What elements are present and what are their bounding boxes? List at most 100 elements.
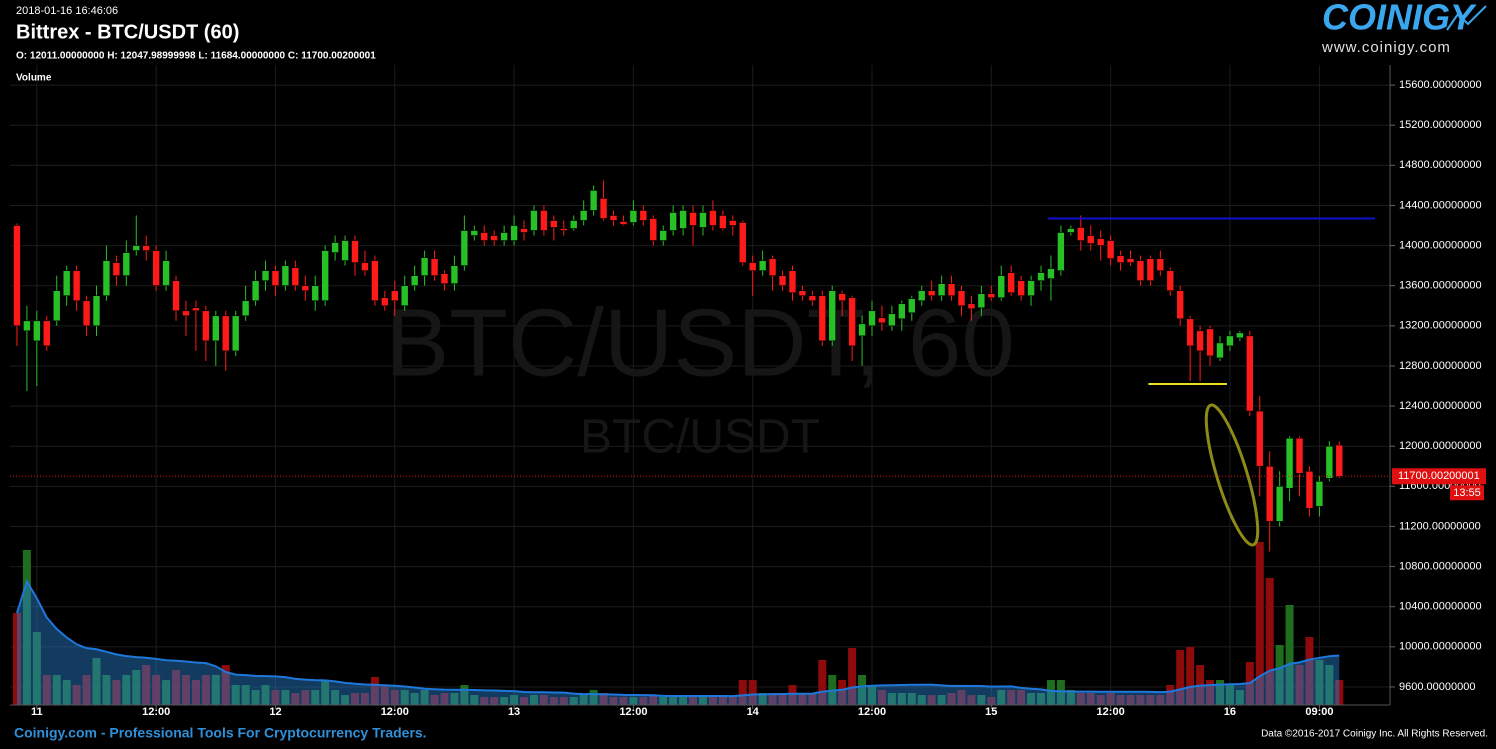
- candle-body: [1057, 232, 1065, 271]
- candle-body: [689, 212, 697, 226]
- candle-body: [1166, 270, 1175, 292]
- footer[interactable]: Coinigy.com - Professional Tools For Cry…: [14, 725, 427, 741]
- candle-body: [13, 225, 21, 327]
- countdown: 13:55: [1453, 487, 1481, 499]
- candle-body: [609, 215, 618, 221]
- x-tick-label: 12:00: [858, 706, 886, 718]
- candle-body: [1226, 335, 1234, 347]
- candle-body: [291, 267, 300, 286]
- candle-body: [1186, 318, 1194, 347]
- volume-bar: [1136, 695, 1145, 705]
- volume-bar: [351, 693, 359, 705]
- last-price-label: 11700.00200001: [1398, 470, 1480, 482]
- logo-url: www.coinigy.com: [1321, 39, 1451, 56]
- volume-bar: [72, 685, 81, 705]
- volume-bar: [1176, 650, 1185, 705]
- volume-bar: [708, 697, 717, 705]
- volume-bar: [1215, 680, 1224, 705]
- volume-bar: [1335, 680, 1344, 705]
- candle-body: [758, 260, 767, 271]
- volume-bar: [480, 697, 489, 705]
- volume-bar: [848, 648, 857, 705]
- volume-bar: [301, 690, 310, 705]
- candle-body: [1086, 235, 1095, 244]
- logo: COINIGY: [1322, 0, 1477, 38]
- y-tick-label: 15600.00000000: [1399, 79, 1482, 91]
- ohlc-label: O: 12011.00000000 H: 12047.98999998 L: 1…: [16, 51, 376, 62]
- x-tick-label: 09:00: [1305, 706, 1333, 718]
- volume-bar: [470, 695, 479, 705]
- candle-body: [699, 212, 707, 228]
- candle-body: [1116, 255, 1125, 263]
- y-tick-label: 13200.00000000: [1399, 320, 1482, 332]
- volume-bar: [181, 675, 190, 705]
- y-tick-label: 15200.00000000: [1399, 119, 1482, 131]
- candle-body: [729, 220, 737, 226]
- candle-body: [420, 257, 429, 276]
- y-tick-label: 14000.00000000: [1399, 239, 1482, 251]
- candle-body: [927, 290, 936, 297]
- volume-bar: [241, 685, 250, 705]
- volume-bar: [897, 693, 906, 705]
- volume-bar: [450, 693, 459, 705]
- volume-bar: [659, 697, 668, 705]
- volume-bar: [957, 690, 966, 705]
- volume-bar: [221, 665, 230, 705]
- candle-body: [390, 290, 399, 302]
- volume-bar: [947, 693, 956, 705]
- volume-bar: [191, 680, 200, 705]
- x-tick-label: 14: [747, 706, 760, 718]
- watermark: BTC/USDT, 60: [385, 289, 1014, 396]
- candle-body: [1067, 228, 1075, 233]
- candle-body: [679, 210, 687, 229]
- candle-body: [1007, 272, 1015, 294]
- candle-body: [669, 212, 677, 231]
- volume-bar: [1017, 690, 1026, 705]
- candle-body: [281, 265, 290, 286]
- x-tick-label: 12:00: [619, 706, 647, 718]
- volume-bar: [728, 697, 737, 705]
- y-tick-label: 10000.00000000: [1399, 641, 1482, 653]
- volume-bar: [649, 695, 658, 705]
- copyright: Data ©2016-2017 Coinigy Inc. All Rights …: [1261, 729, 1488, 740]
- timestamp: 2018-01-16 16:46:06: [16, 5, 118, 17]
- candle-body: [361, 262, 369, 271]
- volume-bar: [62, 680, 71, 705]
- volume-bar: [201, 675, 210, 705]
- candle-body: [589, 190, 598, 211]
- watermark-sub: BTC/USDT: [580, 411, 820, 464]
- candle-body: [1136, 260, 1145, 281]
- candle-body: [1265, 465, 1274, 522]
- candle-body: [1236, 332, 1244, 339]
- volume-bar: [629, 697, 638, 705]
- candle-body: [1196, 330, 1204, 352]
- candle-body: [500, 232, 508, 241]
- volume-label: Volume: [16, 73, 52, 84]
- volume-bar: [1086, 693, 1095, 705]
- volume-bar: [430, 695, 439, 705]
- volume-bar: [997, 690, 1006, 705]
- candle-body: [182, 310, 190, 317]
- candle-body: [331, 242, 339, 253]
- candle-body: [579, 210, 588, 221]
- volume-bar: [1007, 690, 1016, 705]
- candle-body: [888, 313, 896, 327]
- candle-body: [221, 315, 230, 352]
- candle-body: [490, 235, 498, 241]
- volume-bar: [82, 675, 91, 705]
- candle-body: [1176, 290, 1185, 320]
- volume-bar: [1225, 685, 1234, 705]
- candle-body: [937, 283, 946, 297]
- candle-body: [1216, 342, 1224, 359]
- candle-body: [997, 275, 1006, 299]
- candle-body: [1156, 258, 1165, 271]
- candle-body: [430, 258, 439, 276]
- volume-bar: [360, 693, 369, 705]
- candle-body: [977, 293, 986, 309]
- candle-body: [72, 270, 81, 302]
- candle-body: [23, 320, 31, 332]
- candle-body: [341, 240, 349, 261]
- candle-body: [569, 220, 578, 229]
- candle-body: [1275, 486, 1284, 522]
